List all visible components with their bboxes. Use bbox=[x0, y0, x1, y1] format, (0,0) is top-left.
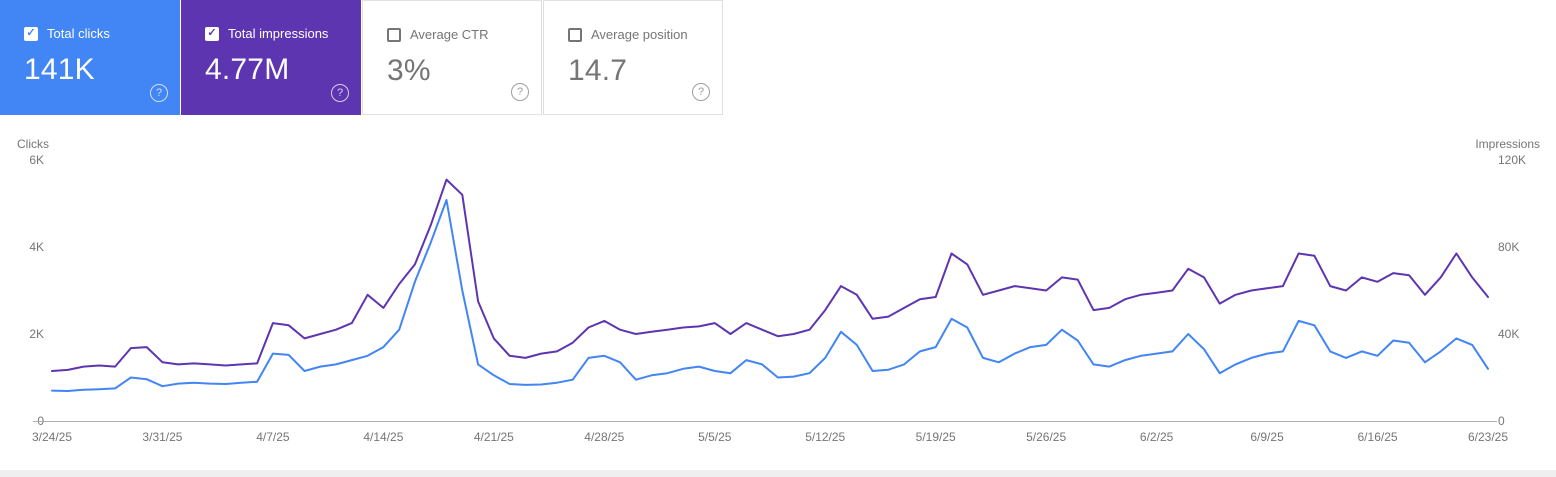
help-icon[interactable]: ? bbox=[511, 83, 529, 101]
x-tick-label: 4/21/25 bbox=[473, 430, 514, 444]
checkmark-icon: ✓ bbox=[26, 27, 36, 39]
metric-card-total-impressions[interactable]: ✓ Total impressions 4.77M ? bbox=[181, 0, 361, 115]
card-header: ✓ Total impressions bbox=[205, 26, 347, 41]
x-tick-label: 5/5/25 bbox=[698, 430, 732, 444]
checkmark-icon: ✓ bbox=[207, 27, 217, 39]
x-tick-label: 6/23/25 bbox=[1467, 430, 1509, 444]
help-icon[interactable]: ? bbox=[331, 84, 349, 102]
left-axis-tick: 4K bbox=[29, 240, 44, 254]
left-axis-tick: 2K bbox=[29, 327, 44, 341]
metric-card-average-position[interactable]: ✓ Average position 14.7 ? bbox=[543, 0, 723, 115]
x-tick-label: 3/31/25 bbox=[142, 430, 183, 444]
x-tick-label: 5/19/25 bbox=[915, 430, 956, 444]
left-axis-title: Clicks bbox=[17, 137, 49, 151]
card-header: ✓ Total clicks bbox=[24, 26, 166, 41]
metric-value: 3% bbox=[387, 54, 431, 87]
right-axis-tick: 120K bbox=[1498, 153, 1527, 167]
x-tick-label: 6/16/25 bbox=[1357, 430, 1398, 444]
x-tick-label: 6/9/25 bbox=[1250, 430, 1284, 444]
metric-cards: ✓ Total clicks 141K ? ✓ Total impression… bbox=[0, 0, 723, 115]
help-icon[interactable]: ? bbox=[692, 83, 710, 101]
metric-value: 141K bbox=[24, 53, 95, 86]
metric-card-total-clicks[interactable]: ✓ Total clicks 141K ? bbox=[0, 0, 180, 115]
x-tick-label: 6/2/25 bbox=[1139, 430, 1174, 444]
right-axis-tick: 40K bbox=[1498, 327, 1520, 341]
card-header: ✓ Average position bbox=[568, 27, 708, 42]
performance-chart[interactable] bbox=[51, 160, 1489, 421]
metric-value: 14.7 bbox=[568, 54, 628, 87]
x-tick-label: 5/26/25 bbox=[1026, 430, 1067, 444]
x-axis-labels: 3/24/25 3/31/25 4/7/25 4/14/25 4/21/25 4/28/2… bbox=[32, 430, 1508, 446]
card-header: ✓ Average CTR bbox=[387, 27, 527, 42]
x-tick-label: 3/24/25 bbox=[31, 430, 73, 444]
impressions-line bbox=[51, 178, 1489, 372]
metric-label: Total impressions bbox=[228, 26, 329, 41]
bottom-edge bbox=[0, 470, 1556, 477]
help-icon[interactable]: ? bbox=[150, 84, 168, 102]
metric-label: Total clicks bbox=[47, 26, 110, 41]
right-axis-title: Impressions bbox=[1475, 137, 1540, 151]
metric-value: 4.77M bbox=[205, 53, 290, 86]
x-tick-label: 4/14/25 bbox=[363, 430, 404, 444]
right-axis-tick: 0 bbox=[1498, 414, 1505, 428]
clicks-line bbox=[51, 199, 1489, 392]
metric-card-average-ctr[interactable]: ✓ Average CTR 3% ? bbox=[362, 0, 542, 115]
left-axis-tick: 6K bbox=[29, 153, 44, 167]
metric-label: Average position bbox=[591, 27, 688, 42]
metric-label: Average CTR bbox=[410, 27, 489, 42]
right-axis-tick: 80K bbox=[1498, 240, 1520, 254]
x-tick-label: 4/7/25 bbox=[256, 430, 290, 444]
total-clicks-checkbox[interactable]: ✓ bbox=[24, 26, 38, 41]
x-axis-line bbox=[33, 421, 1497, 422]
average-ctr-checkbox[interactable]: ✓ bbox=[387, 27, 401, 42]
x-tick-label: 4/28/25 bbox=[584, 430, 625, 444]
x-tick-label: 5/12/25 bbox=[805, 430, 846, 444]
average-position-checkbox[interactable]: ✓ bbox=[568, 27, 582, 42]
total-impressions-checkbox[interactable]: ✓ bbox=[205, 26, 219, 41]
